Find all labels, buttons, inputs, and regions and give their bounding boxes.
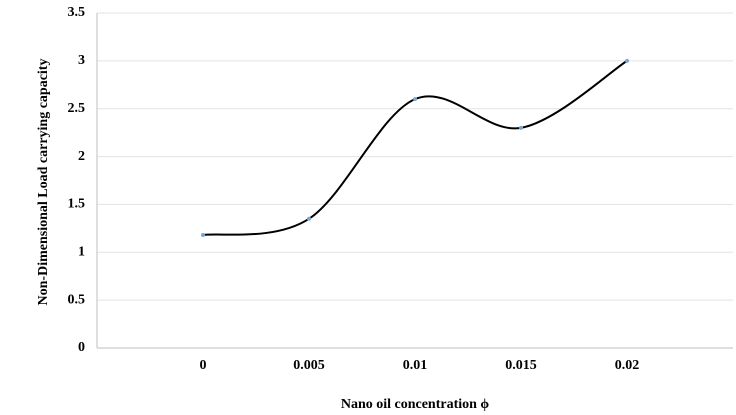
y-axis-title: Non-Dimensional Load carrying capacity [36, 59, 51, 306]
x-tick-label: 0.02 [615, 358, 640, 373]
x-tick-label: 0.015 [505, 358, 537, 373]
y-tick-label: 0.5 [68, 292, 86, 307]
x-tick-label: 0.01 [403, 358, 428, 373]
y-tick-label: 1 [78, 245, 85, 260]
data-point [413, 97, 417, 102]
y-tick-label: 2.5 [68, 101, 86, 116]
y-tick-label: 1.5 [68, 197, 86, 212]
y-tick-label: 3.5 [68, 5, 86, 20]
data-point [201, 233, 205, 238]
y-tick-label: 2 [78, 149, 85, 164]
x-axis-title: Nano oil concentration ϕ [341, 397, 490, 412]
x-tick-label: 0.005 [293, 358, 325, 373]
data-point [519, 125, 523, 130]
x-tick-label: 0 [200, 358, 207, 373]
data-point [625, 58, 629, 63]
series-line [202, 60, 628, 237]
data-point [307, 216, 311, 221]
y-tick-label: 0 [78, 340, 85, 355]
y-tick-label: 3 [78, 53, 85, 68]
